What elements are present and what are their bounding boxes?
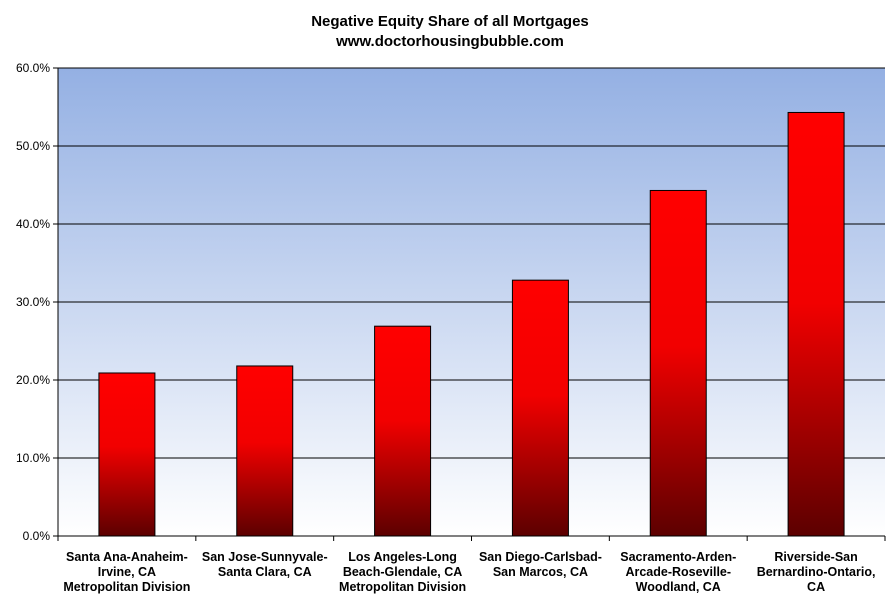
y-tick-label: 60.0% — [16, 61, 50, 75]
y-tick-label: 50.0% — [16, 139, 50, 153]
x-category-label: Riverside-San Bernardino-Ontario, CA — [757, 550, 876, 594]
bars — [98, 111, 845, 537]
bar — [787, 111, 845, 537]
x-category-label: Santa Ana-Anaheim-Irvine, CA Metropolitan… — [63, 550, 190, 594]
x-category-label: San Jose-Sunnyvale-Santa Clara, CA — [202, 550, 328, 579]
gridlines — [53, 67, 885, 537]
y-tick-label: 40.0% — [16, 217, 50, 231]
chart-title: Negative Equity Share of all Mortgages — [311, 13, 589, 30]
x-axis-category-labels: Santa Ana-Anaheim-Irvine, CA Metropolitan… — [63, 550, 875, 594]
bar — [236, 365, 294, 537]
y-tick-label: 0.0% — [23, 529, 51, 543]
y-axis-tick-labels: 0.0% 10.0% 20.0% 30.0% 40.0% 50.0% 60.0% — [16, 61, 50, 543]
y-tick-label: 20.0% — [16, 373, 50, 387]
y-tick-label: 30.0% — [16, 295, 50, 309]
chart-subtitle: www.doctorhousingbubble.com — [335, 33, 564, 50]
bar — [511, 279, 569, 537]
x-category-label: Sacramento-Arden-Arcade-Roseville-Woodla… — [620, 550, 736, 594]
x-category-label: San Diego-Carlsbad-San Marcos, CA — [479, 550, 602, 579]
y-tick-label: 10.0% — [16, 451, 50, 465]
x-category-label: Los Angeles-Long Beach-Glendale, CA Metrop… — [339, 550, 466, 594]
bar — [98, 372, 156, 537]
bar — [374, 325, 432, 537]
bar — [649, 189, 707, 537]
axes — [57, 68, 886, 541]
